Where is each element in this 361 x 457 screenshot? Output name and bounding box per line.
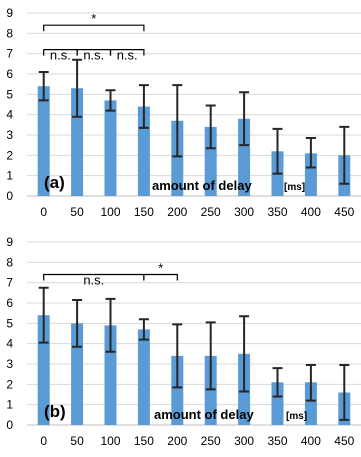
- x-tick-label: 200: [167, 205, 187, 219]
- error-bar: [172, 84, 183, 158]
- y-tick-label: 4: [6, 337, 13, 351]
- error-bar: [205, 321, 216, 391]
- significance-bracket: [109, 49, 145, 56]
- error-bar: [38, 286, 49, 344]
- error-bar: [105, 89, 116, 112]
- significance-label: n.s.: [117, 48, 138, 63]
- y-tick-label: 9: [6, 6, 13, 20]
- significance-bracket: [43, 24, 145, 32]
- bar: [204, 355, 217, 425]
- error-bar: [305, 137, 316, 169]
- error-bar: [138, 84, 149, 129]
- panel-label-a: (a): [44, 173, 65, 192]
- significance-label: n.s.: [83, 273, 104, 288]
- error-bar: [138, 318, 149, 341]
- significance-label: *: [158, 261, 163, 276]
- x-tick-label: 300: [234, 434, 254, 448]
- y-tick-label: 1: [6, 398, 13, 412]
- x-tick-label: 250: [201, 205, 221, 219]
- bar: [71, 88, 84, 196]
- x-tick-label: 100: [100, 434, 120, 448]
- y-tick-label: 7: [6, 276, 13, 290]
- y-tick-label: 6: [6, 296, 13, 310]
- x-tick-label: 150: [134, 434, 154, 448]
- x-axis-unit-a: [ms]: [284, 182, 305, 193]
- bar: [137, 106, 150, 196]
- x-tick-label: 400: [301, 434, 321, 448]
- error-bar: [305, 364, 316, 402]
- y-tick-label: 0: [6, 418, 13, 432]
- error-bar: [72, 298, 83, 348]
- error-bar: [205, 104, 216, 150]
- y-tick-label: 8: [6, 255, 13, 269]
- x-axis-unit-b: [ms]: [286, 411, 307, 422]
- error-bar: [105, 297, 116, 353]
- chart-panel-a: 0 1 2 3 4 5 6 7 8 9 0 50 100 150 200 250 300 350 400 450 *…: [6, 6, 361, 219]
- bar: [104, 325, 117, 425]
- error-bar: [272, 127, 283, 175]
- x-tick-label: 200: [167, 434, 187, 448]
- bar: [171, 355, 184, 425]
- x-tick-label: 50: [70, 205, 84, 219]
- error-bar: [172, 323, 183, 389]
- significance-label: n.s.: [50, 48, 71, 63]
- y-tick-label: 7: [6, 47, 13, 61]
- error-bar: [239, 315, 250, 393]
- error-bar: [272, 367, 283, 398]
- error-bar: [239, 91, 250, 147]
- significance-bracket: [143, 273, 178, 281]
- bar: [304, 153, 317, 196]
- x-tick-label: 300: [234, 205, 254, 219]
- x-tick-label: 150: [134, 205, 154, 219]
- bar: [137, 329, 150, 425]
- x-tick-label: 250: [201, 434, 221, 448]
- bar: [204, 126, 217, 196]
- bar: [271, 382, 284, 425]
- y-tick-label: 3: [6, 357, 13, 371]
- x-tick-label: 0: [40, 434, 47, 448]
- y-tick-label: 3: [6, 128, 13, 142]
- x-tick-label: 0: [40, 205, 47, 219]
- bar: [71, 323, 84, 425]
- significance-label: n.s.: [83, 48, 104, 63]
- error-bar: [38, 70, 49, 102]
- x-tick-label: 400: [301, 205, 321, 219]
- y-tick-label: 5: [6, 87, 13, 101]
- y-tick-label: 6: [6, 67, 13, 81]
- y-tick-label: 2: [6, 148, 13, 162]
- bar: [37, 86, 50, 196]
- chart-panel-b: 0 1 2 3 4 5 6 7 8 9 0 50 100 150 200 250 300 350 400 450 n…: [6, 235, 361, 448]
- y-tick-label: 4: [6, 108, 13, 122]
- y-tick-label: 0: [6, 189, 13, 203]
- x-tick-label: 350: [267, 434, 287, 448]
- bar: [238, 118, 251, 196]
- x-tick-label: 100: [100, 205, 120, 219]
- x-tick-label: 350: [267, 205, 287, 219]
- bar: [104, 100, 117, 196]
- x-tick-label: 50: [70, 434, 84, 448]
- bar: [171, 120, 184, 196]
- x-axis-title-b: amount of delay: [154, 407, 254, 422]
- error-bar: [339, 364, 350, 421]
- panel-label-b: (b): [44, 402, 66, 421]
- y-tick-label: 2: [6, 377, 13, 391]
- y-tick-label: 1: [6, 169, 13, 183]
- significance-label: *: [91, 11, 96, 26]
- y-tick-label: 9: [6, 235, 13, 249]
- y-tick-label: 8: [6, 26, 13, 40]
- bar: [304, 382, 317, 425]
- x-tick-label: 450: [334, 434, 354, 448]
- x-axis-title-a: amount of delay: [152, 178, 252, 193]
- y-tick-label: 5: [6, 316, 13, 330]
- x-tick-label: 450: [334, 205, 354, 219]
- error-bar: [339, 125, 350, 185]
- error-bar: [72, 58, 83, 118]
